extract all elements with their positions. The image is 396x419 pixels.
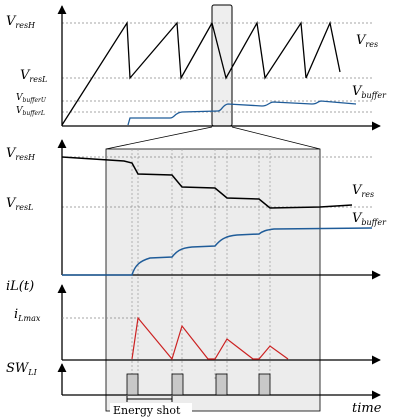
label-vres-curve-top: Vres [356, 33, 378, 49]
label-vbuffer-lower: VbufferL [16, 106, 45, 117]
label-energy-shot: Energy shot [113, 404, 181, 417]
panel2-vbuffer-curve [62, 227, 373, 276]
switch-pulse-1 [126, 373, 139, 396]
label-vresh-top: VresH [6, 14, 36, 30]
switch-pulse-2 [171, 373, 184, 396]
energy-shot-label-bg [110, 403, 192, 417]
zoom-connector-lines [105, 126, 321, 150]
panel3-current-curve [131, 316, 289, 361]
label-vres-curve-mid: Vres [352, 183, 374, 199]
label-vbuffer-curve-mid: Vbuffer [352, 211, 387, 227]
top-vres-curve [61, 20, 341, 126]
energy-shot-bracket [126, 396, 173, 402]
switch-pulse-4 [258, 373, 271, 396]
label-ilmax: iLmax [14, 307, 41, 323]
panel2-vres-curve [61, 156, 353, 209]
switch-pulse-3 [215, 373, 228, 396]
label-vresl-top: VresL [20, 68, 47, 84]
zoom-vertical-guides [131, 149, 271, 380]
label-vresh-mid: VresH [6, 146, 36, 162]
label-swli: SWLI [6, 361, 38, 377]
label-vresl-mid: VresL [6, 196, 33, 212]
zoom-panel-background [105, 148, 321, 412]
top-vbuffer-curve [127, 100, 357, 126]
label-vbuffer-upper: VbufferU [16, 93, 47, 104]
label-time: time [352, 401, 382, 416]
label-il-t: iL(t) [6, 279, 34, 294]
switch-pulses [126, 373, 271, 396]
label-vbuffer-curve-top: Vbuffer [352, 84, 387, 100]
